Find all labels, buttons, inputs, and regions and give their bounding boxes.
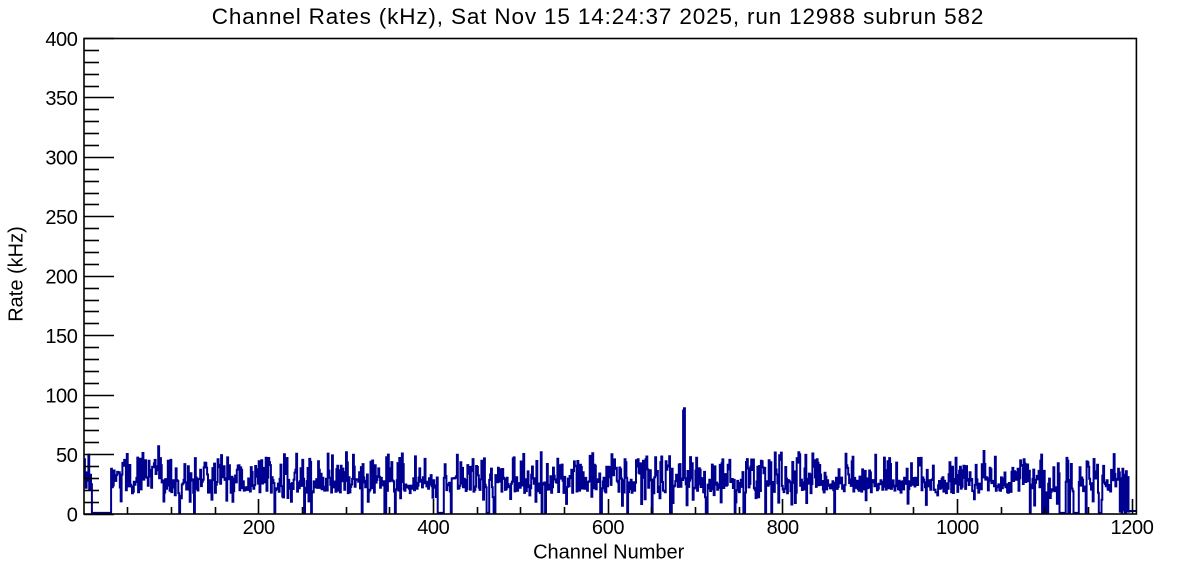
svg-text:250: 250 — [45, 207, 77, 229]
svg-text:1200: 1200 — [1111, 517, 1154, 539]
svg-text:150: 150 — [45, 326, 77, 348]
svg-text:0: 0 — [67, 504, 78, 526]
svg-text:400: 400 — [417, 517, 449, 539]
svg-text:200: 200 — [243, 517, 275, 539]
svg-text:400: 400 — [45, 29, 77, 51]
svg-text:Rate (kHz): Rate (kHz) — [6, 226, 28, 322]
svg-text:Channel Number: Channel Number — [533, 542, 685, 564]
svg-text:200: 200 — [45, 267, 77, 289]
svg-text:600: 600 — [592, 517, 624, 539]
svg-text:350: 350 — [45, 88, 77, 110]
svg-text:Channel Rates (kHz), Sat Nov 1: Channel Rates (kHz), Sat Nov 15 14:24:37… — [212, 4, 984, 29]
svg-text:100: 100 — [45, 385, 77, 407]
svg-text:800: 800 — [767, 517, 799, 539]
svg-text:50: 50 — [56, 445, 78, 467]
svg-text:300: 300 — [45, 148, 77, 170]
svg-text:1000: 1000 — [936, 517, 979, 539]
